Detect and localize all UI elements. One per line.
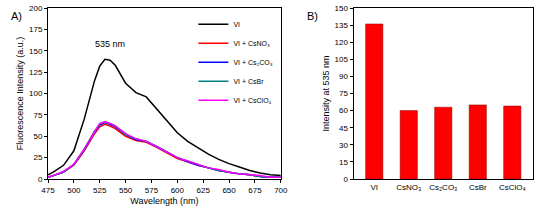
svg-text:50: 50	[33, 132, 42, 141]
svg-text:Fluorescence Intensity (a.u.): Fluorescence Intensity (a.u.)	[15, 37, 25, 151]
svg-text:B): B)	[307, 10, 318, 22]
svg-text:650: 650	[222, 186, 236, 195]
svg-text:535 nm: 535 nm	[95, 39, 125, 49]
svg-text:VI + CsClO₄: VI + CsClO₄	[233, 97, 271, 104]
svg-text:45: 45	[339, 124, 348, 133]
svg-text:75: 75	[339, 89, 348, 98]
svg-text:CsBr: CsBr	[469, 183, 487, 192]
svg-text:60: 60	[339, 106, 348, 115]
svg-text:200: 200	[29, 4, 43, 13]
svg-text:25: 25	[33, 153, 42, 162]
svg-text:100: 100	[29, 89, 43, 98]
svg-text:125: 125	[29, 68, 43, 77]
svg-text:135: 135	[335, 21, 349, 30]
svg-text:A): A)	[11, 10, 22, 22]
svg-text:575: 575	[145, 186, 159, 195]
svg-text:675: 675	[248, 186, 262, 195]
svg-text:VI: VI	[370, 183, 378, 192]
svg-text:VI: VI	[233, 21, 240, 28]
svg-text:15: 15	[339, 158, 348, 167]
svg-text:625: 625	[197, 186, 211, 195]
svg-text:CsNO₃: CsNO₃	[396, 183, 421, 192]
svg-text:475: 475	[41, 186, 55, 195]
svg-text:120: 120	[335, 38, 349, 47]
svg-text:550: 550	[119, 186, 133, 195]
svg-text:Wavelength (nm): Wavelength (nm)	[130, 196, 198, 206]
svg-text:30: 30	[339, 141, 348, 150]
svg-text:150: 150	[29, 47, 43, 56]
svg-text:VI + CsBr: VI + CsBr	[233, 78, 264, 85]
svg-text:75: 75	[33, 111, 42, 120]
svg-text:0: 0	[343, 175, 348, 184]
svg-text:700: 700	[274, 186, 288, 195]
svg-text:105: 105	[335, 55, 349, 64]
svg-text:525: 525	[93, 186, 107, 195]
svg-text:VI + CsNO₃: VI + CsNO₃	[233, 40, 270, 47]
svg-text:175: 175	[29, 25, 43, 34]
svg-text:Cs₂CO₃: Cs₂CO₃	[429, 183, 457, 192]
svg-text:600: 600	[171, 186, 185, 195]
svg-text:CsClO₄: CsClO₄	[499, 183, 526, 192]
svg-text:0: 0	[38, 175, 43, 184]
svg-text:Intensity at 535 nm: Intensity at 535 nm	[321, 55, 331, 131]
svg-text:500: 500	[67, 186, 81, 195]
svg-text:150: 150	[335, 4, 349, 13]
svg-text:90: 90	[339, 72, 348, 81]
svg-text:VI + Cs₂CO₃: VI + Cs₂CO₃	[233, 59, 272, 66]
